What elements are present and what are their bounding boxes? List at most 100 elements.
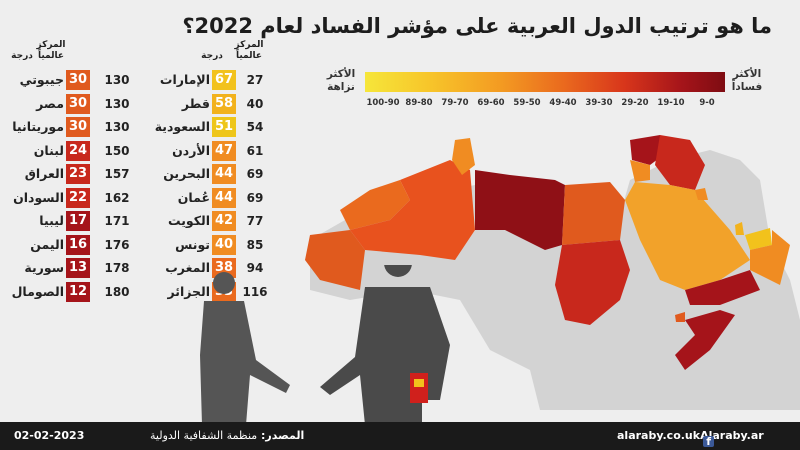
country-name: الكويت — [167, 213, 210, 228]
score-badge: 12 — [66, 281, 90, 302]
table-row: مصر 30 130 — [12, 93, 142, 114]
figures-illustration — [200, 265, 450, 425]
right-header-rank: المركز عالمياً — [234, 40, 264, 61]
global-rank: 130 — [104, 96, 130, 111]
table-row: العراق 23 157 — [12, 164, 142, 184]
footer-website[interactable]: alaraby.co.uk — [617, 429, 701, 442]
score-badge: 23 — [66, 164, 90, 184]
score-badge: 30 — [66, 70, 90, 90]
table-row: لبنان 24 150 — [12, 140, 142, 161]
legend-tick-6: 69-60 — [477, 98, 505, 108]
country-name: سورية — [24, 260, 64, 275]
page-title: ما هو ترتيب الدول العربية على مؤشر الفسا… — [182, 14, 772, 38]
score-badge: 51 — [212, 117, 236, 137]
table-row: سورية 13 178 — [12, 258, 142, 278]
facebook-icon: f — [703, 436, 715, 447]
country-name: جيبوتي — [19, 72, 64, 87]
map-algeria — [350, 160, 475, 260]
global-rank: 69 — [246, 190, 264, 205]
right-header-score: درجة — [201, 51, 223, 61]
footer-date: 02-02-2023 — [14, 429, 85, 442]
global-rank: 61 — [246, 143, 264, 158]
global-rank: 130 — [104, 120, 130, 134]
left-header-score: درجة — [11, 51, 33, 61]
table-row: تونس 40 85 — [152, 234, 282, 255]
global-rank: 69 — [246, 167, 264, 181]
table-row: الكويت 42 77 — [152, 211, 282, 231]
country-name: قطر — [181, 95, 210, 111]
country-name: المغرب — [165, 260, 210, 275]
legend-least-corrupt-label: الأكثر نزاهة — [326, 68, 356, 93]
score-badge: 16 — [66, 234, 90, 255]
global-rank: 150 — [104, 143, 130, 158]
map-mauritania — [305, 230, 365, 290]
score-badge: 13 — [66, 258, 90, 278]
table-row: قطر 58 40 — [152, 93, 282, 114]
country-name: السودان — [13, 189, 64, 205]
table-row: الأردن 47 61 — [152, 140, 282, 161]
score-badge: 40 — [212, 234, 236, 255]
country-name: ليبيا — [39, 213, 64, 228]
global-rank: 157 — [104, 167, 130, 181]
country-name: العراق — [24, 166, 64, 181]
global-rank: 54 — [246, 120, 264, 134]
country-name: موريتانيا — [12, 119, 64, 134]
legend-most-corrupt-label: الأكثر فساداً — [731, 68, 763, 93]
score-badge: 38 — [212, 258, 236, 278]
legend-tick-0: 9-0 — [699, 98, 715, 108]
footer-links[interactable]: alaraby.co.uk f Alaraby.ar — [617, 429, 764, 447]
table-row: اليمن 16 176 — [12, 234, 142, 255]
global-rank: 171 — [104, 214, 130, 228]
country-name: تونس — [175, 236, 210, 252]
table-row: موريتانيا 30 130 — [12, 117, 142, 137]
score-badge: 67 — [212, 70, 236, 90]
global-rank: 116 — [242, 284, 268, 299]
global-rank: 178 — [104, 261, 130, 275]
footer-source-name: منظمة الشفافية الدولية — [150, 429, 258, 442]
table-row: السعودية 51 54 — [152, 117, 282, 137]
map-kuwait — [695, 188, 708, 200]
color-legend: الأكثر نزاهة الأكثر فساداً 9-0 19-10 29-20… — [325, 62, 765, 122]
footer-social[interactable]: Alaraby.ar — [700, 429, 764, 442]
table-row: السودان 22 162 — [12, 187, 142, 208]
country-name: عُمان — [177, 189, 210, 205]
score-badge: 47 — [212, 140, 236, 161]
country-name: الجزائر — [167, 283, 210, 299]
legend-tick-2: 29-20 — [621, 98, 649, 108]
table-row: المغرب 38 94 — [152, 258, 282, 278]
legend-tick-9: 100-90 — [366, 98, 400, 108]
score-badge: 30 — [66, 117, 90, 137]
table-row: جيبوتي 30 130 — [12, 70, 142, 90]
arab-world-map — [305, 135, 800, 410]
global-rank: 40 — [246, 96, 264, 111]
footer-bar: 02-02-2023 المصدر: منظمة الشفافية الدولي… — [0, 422, 800, 450]
country-name: الإمارات — [159, 72, 210, 87]
map-egypt — [562, 182, 625, 245]
footer-source: المصدر: منظمة الشفافية الدولية — [150, 429, 304, 442]
country-name: السعودية — [154, 119, 210, 134]
global-rank: 94 — [246, 261, 264, 275]
global-rank: 27 — [246, 73, 264, 87]
score-badge: 17 — [66, 211, 90, 231]
map-uae — [745, 228, 772, 250]
global-rank: 130 — [104, 73, 130, 87]
map-oman — [750, 230, 790, 285]
table-row: عُمان 44 69 — [152, 187, 282, 208]
map-somalia — [675, 310, 735, 370]
map-qatar — [735, 222, 744, 235]
map-sudan — [555, 240, 630, 325]
country-name: البحرين — [163, 166, 210, 181]
map-yemen — [685, 270, 760, 305]
legend-tick-4: 49-40 — [549, 98, 577, 108]
country-name: مصر — [36, 95, 64, 111]
global-rank: 85 — [246, 237, 264, 252]
score-badge: 30 — [66, 93, 90, 114]
score-badge: 44 — [212, 164, 236, 184]
legend-tick-3: 39-30 — [585, 98, 613, 108]
score-badge: 58 — [212, 93, 236, 114]
legend-gradient-bar — [365, 72, 725, 92]
map-saudi — [625, 182, 750, 290]
score-badge: 24 — [66, 140, 90, 161]
map-tunisia — [452, 138, 475, 175]
legend-tick-7: 79-70 — [441, 98, 469, 108]
